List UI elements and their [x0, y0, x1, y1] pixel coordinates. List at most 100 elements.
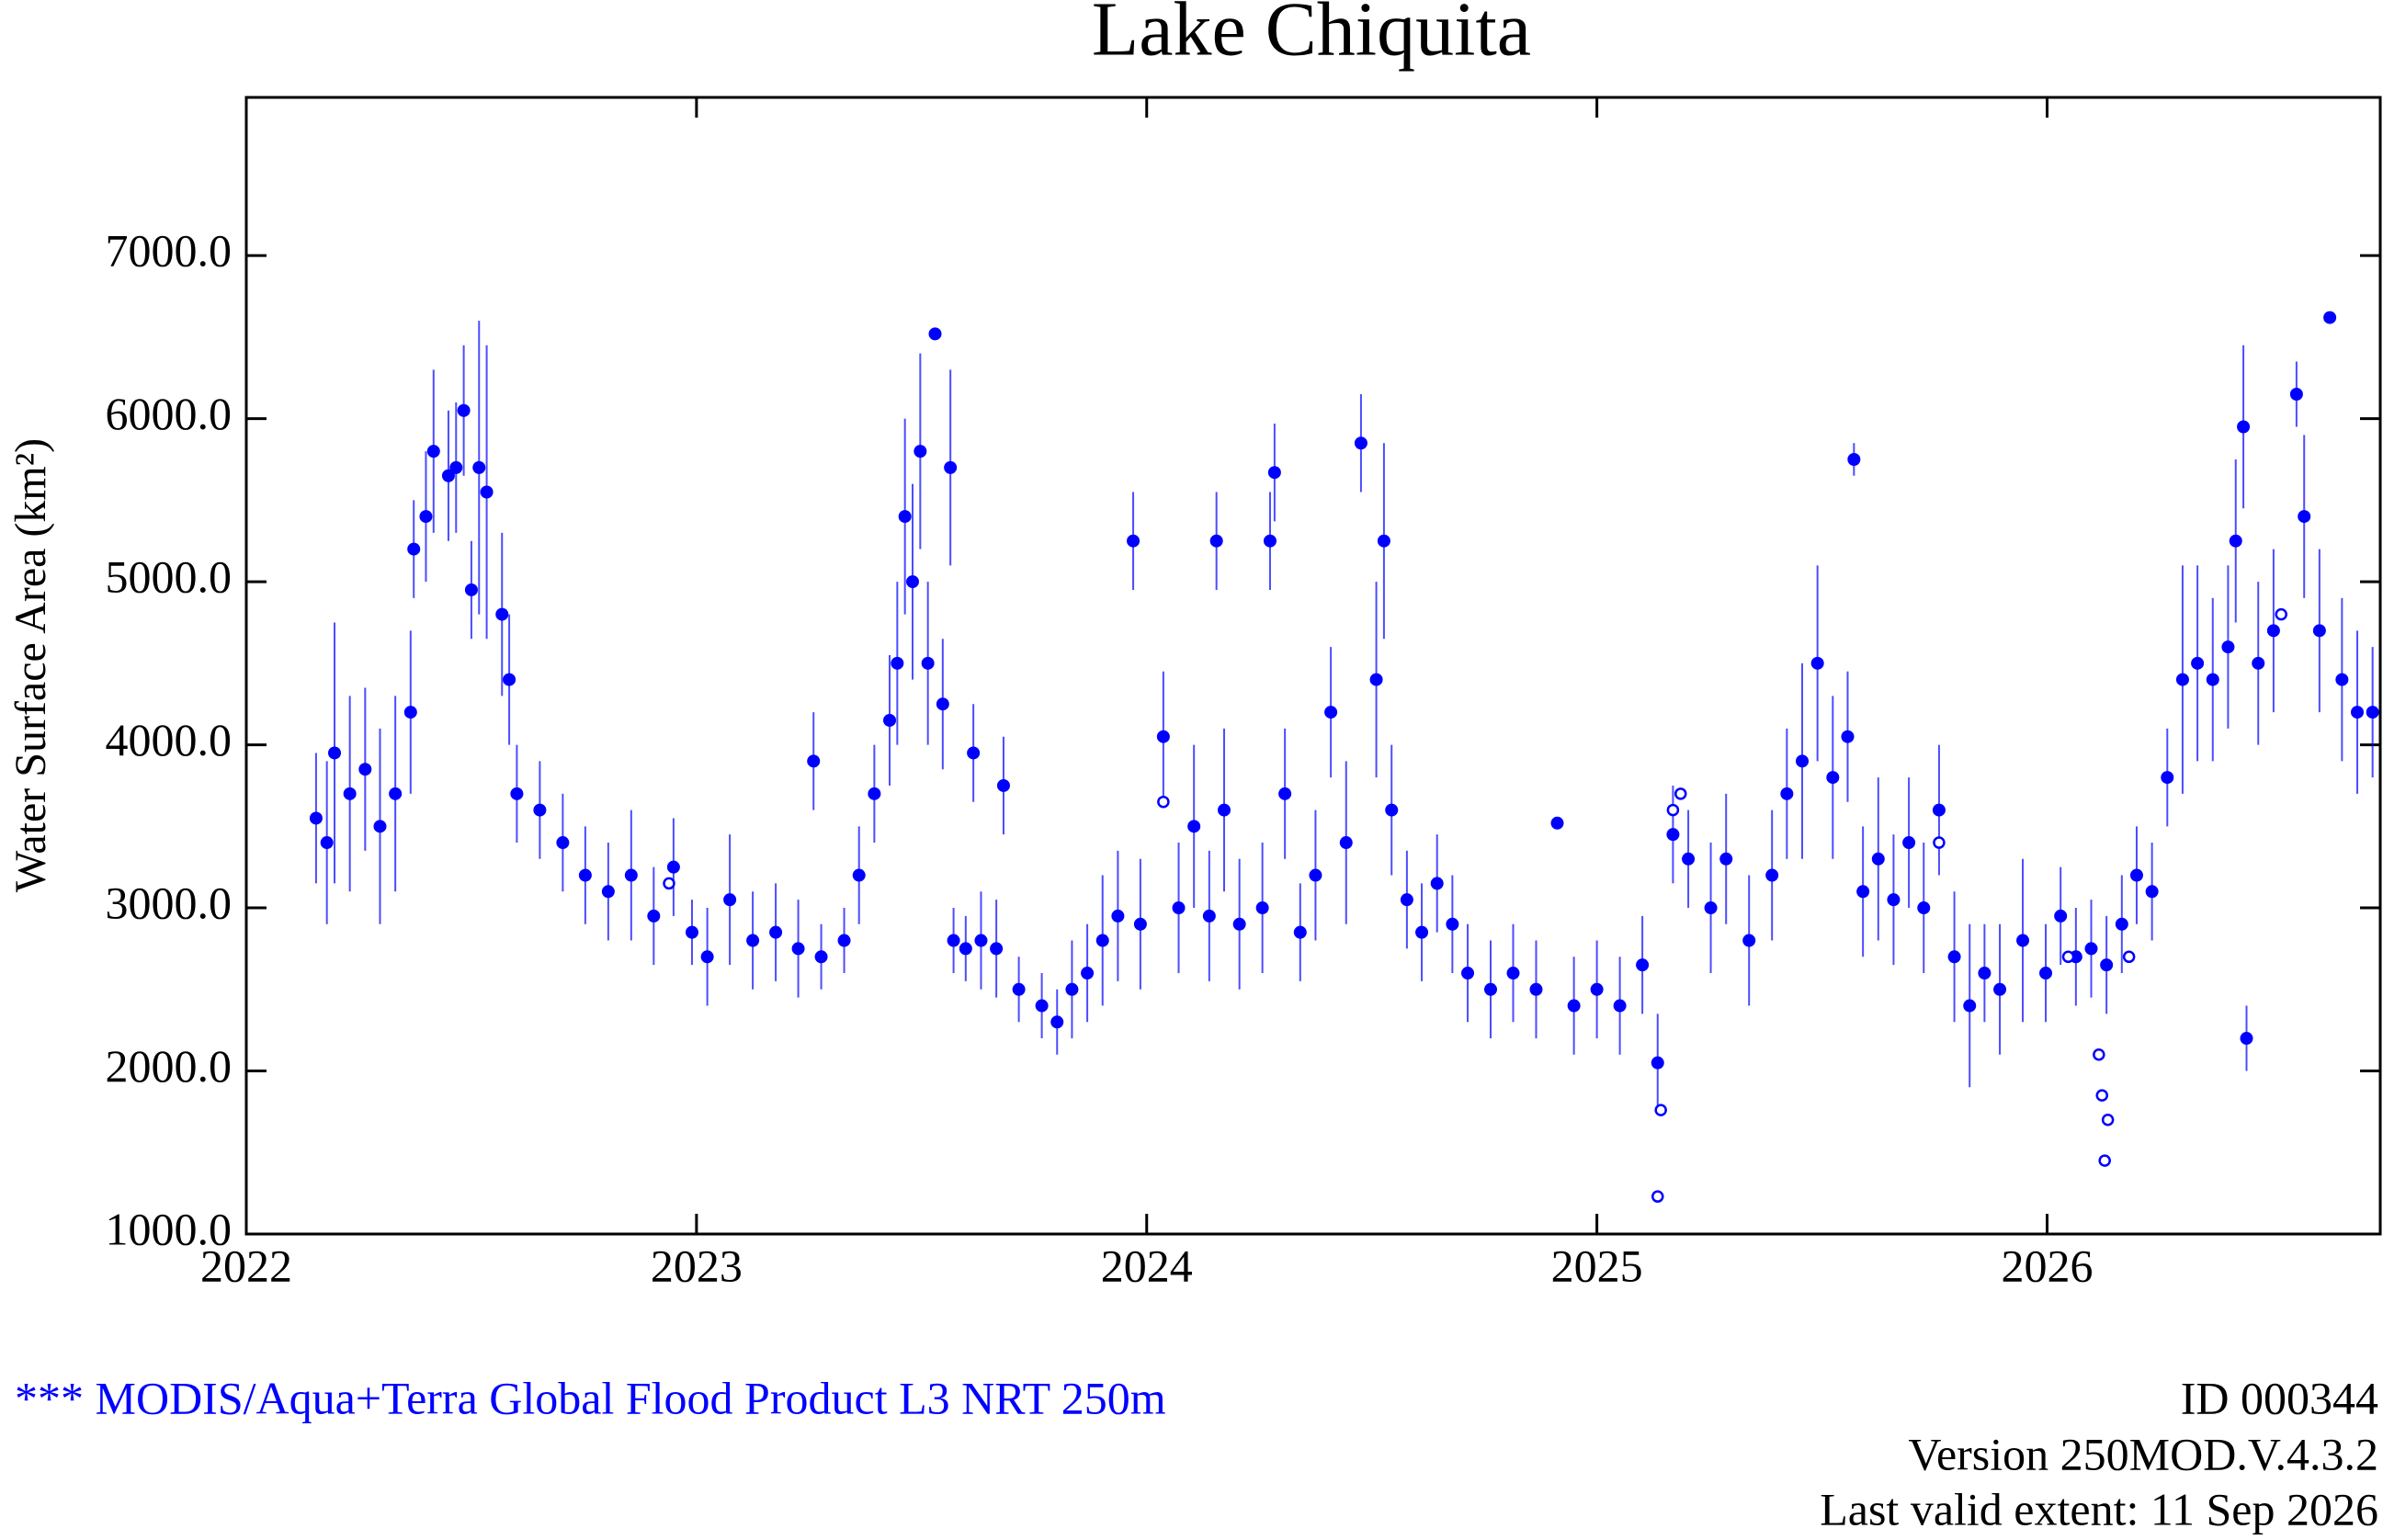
point	[1856, 885, 1870, 899]
point	[1172, 901, 1186, 915]
point	[320, 836, 334, 850]
point	[2351, 706, 2365, 719]
point	[1385, 803, 1399, 817]
chart-title: Lake Chiquita	[1092, 0, 1531, 72]
point	[1218, 803, 1231, 817]
point	[2161, 771, 2174, 785]
point	[2266, 624, 2280, 638]
point	[906, 575, 920, 589]
point	[1133, 917, 1147, 931]
point	[2240, 1032, 2253, 1046]
point	[328, 746, 342, 760]
open-point	[1674, 787, 1687, 800]
y-tick-label: 4000.0	[106, 714, 233, 765]
point	[2312, 624, 2326, 638]
point	[1636, 958, 1650, 972]
point	[990, 942, 1004, 956]
point	[723, 893, 737, 907]
open-point	[663, 877, 675, 890]
point	[1255, 901, 1269, 915]
y-tick-label: 2000.0	[106, 1040, 233, 1092]
point	[2191, 656, 2205, 670]
point	[1947, 950, 1961, 964]
point	[1871, 852, 1885, 866]
point	[1887, 893, 1901, 907]
point	[2100, 958, 2114, 972]
point	[1902, 836, 1916, 850]
point	[1400, 893, 1413, 907]
point	[1430, 877, 1444, 890]
point	[1666, 828, 1680, 842]
point	[944, 460, 958, 474]
point	[685, 925, 698, 939]
last-valid-note: Last valid extent: 11 Sep 2026	[1820, 1483, 2378, 1534]
point	[2115, 917, 2128, 931]
point	[913, 445, 927, 459]
point	[1765, 868, 1779, 882]
point	[1415, 925, 1429, 939]
y-tick-label: 5000.0	[106, 551, 233, 603]
point	[1932, 803, 1946, 817]
point	[1012, 982, 1026, 996]
point	[1369, 673, 1383, 686]
point	[852, 868, 866, 882]
point	[1506, 967, 1520, 980]
point	[1529, 982, 1543, 996]
point	[2252, 656, 2265, 670]
y-tick-label: 6000.0	[106, 388, 233, 439]
point	[510, 787, 524, 800]
point	[2221, 640, 2235, 654]
point	[891, 656, 904, 670]
point	[807, 754, 821, 768]
open-point	[2095, 1089, 2109, 1102]
point	[624, 868, 638, 882]
point	[746, 934, 760, 947]
point	[1742, 934, 1756, 947]
point	[1263, 534, 1277, 548]
point	[2016, 934, 2030, 947]
point	[403, 706, 417, 719]
y-tick-label: 7000.0	[106, 225, 233, 277]
point	[1810, 656, 1824, 670]
id-note: ID 000344	[2181, 1372, 2378, 1423]
point	[769, 925, 783, 939]
point	[1065, 982, 1079, 996]
point	[480, 485, 494, 499]
point	[472, 460, 486, 474]
point	[1339, 836, 1353, 850]
point	[1127, 534, 1140, 548]
point	[2054, 909, 2068, 923]
point	[1963, 999, 1977, 1013]
point	[358, 763, 372, 776]
point	[2084, 942, 2098, 956]
point	[495, 607, 509, 621]
point	[426, 445, 440, 459]
point	[2129, 868, 2143, 882]
point	[457, 403, 471, 417]
y-tick-label: 3000.0	[106, 878, 233, 929]
point	[1590, 982, 1604, 996]
point	[441, 469, 455, 482]
point	[1278, 787, 1292, 800]
point	[996, 778, 1010, 792]
point	[503, 673, 516, 686]
point	[556, 836, 570, 850]
open-point	[2122, 950, 2136, 964]
point	[1293, 925, 1307, 939]
x-tick-label: 2023	[651, 1240, 743, 1291]
version-note: Version 250MOD.V.4.3.2	[1908, 1428, 2378, 1479]
point	[921, 656, 935, 670]
point	[1095, 934, 1109, 947]
point	[700, 950, 714, 964]
point	[974, 934, 988, 947]
point	[578, 868, 592, 882]
point	[1050, 1015, 1064, 1029]
point	[601, 885, 615, 899]
point	[1232, 917, 1246, 931]
point	[1826, 771, 1840, 785]
point	[373, 820, 387, 833]
point	[2289, 388, 2303, 402]
point	[1613, 999, 1627, 1013]
point	[1682, 852, 1696, 866]
